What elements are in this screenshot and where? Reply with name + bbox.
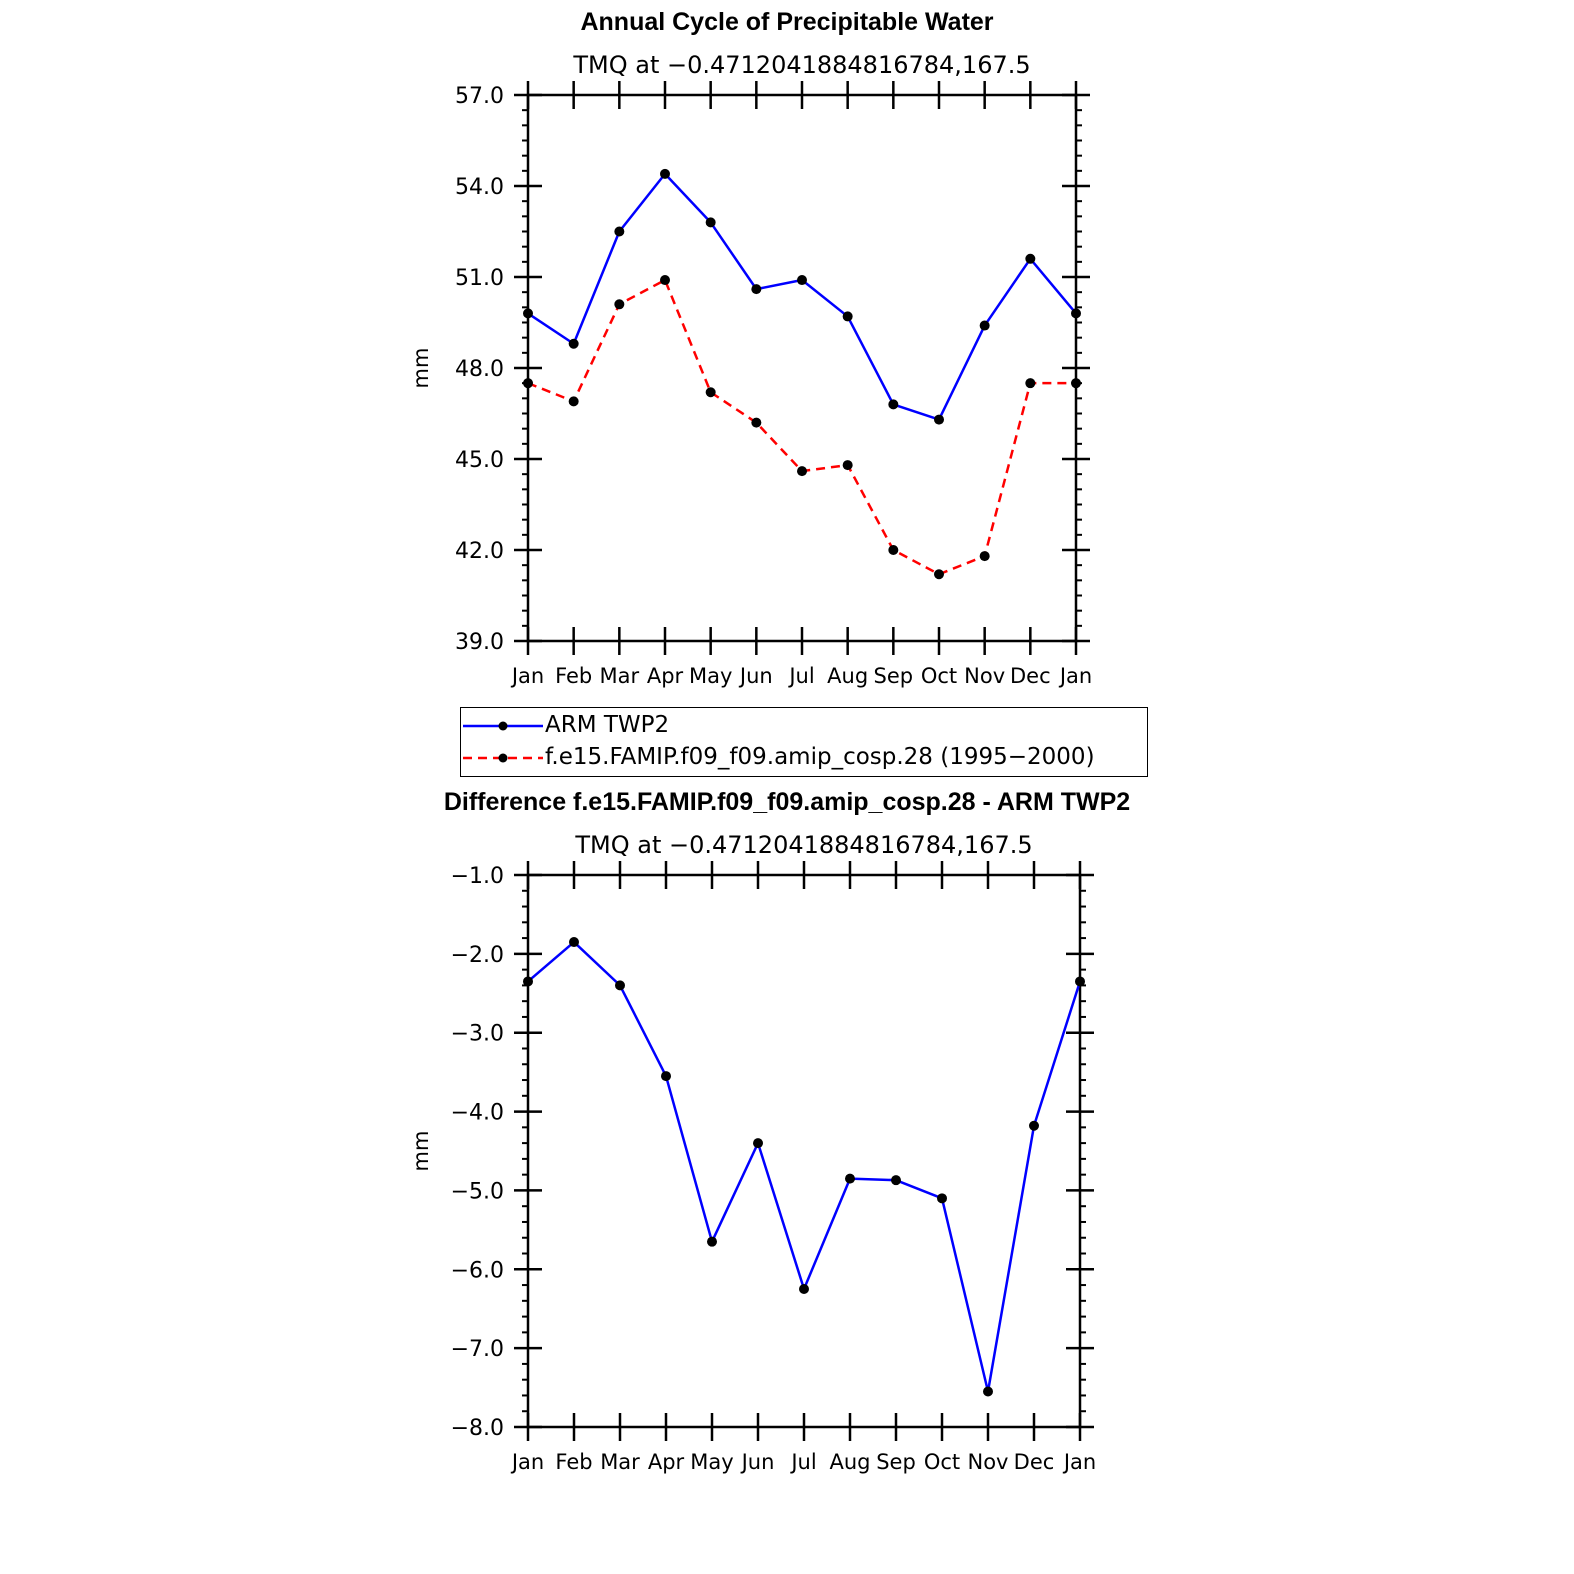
chart2-ytick-label: −7.0 [451, 1337, 504, 1362]
chart1-ytick-label: 51.0 [455, 266, 504, 291]
chart1-xtick-label: Oct [921, 664, 957, 688]
chart1-xtick-label: Apr [647, 664, 684, 688]
chart2-series-0-point [569, 937, 579, 948]
chart2-series-0-point [1029, 1120, 1039, 1131]
chart1-ytick-label: 57.0 [455, 84, 504, 109]
chart2-xtick-label: Oct [924, 1450, 960, 1474]
chart1-series-0-point [705, 217, 716, 228]
chart1-series-0-point [797, 275, 807, 286]
legend-label-model: f.e15.FAMIP.f09_f09.amip_cosp.28 (1995−2… [545, 744, 1095, 770]
chart1-xtick-label: Mar [600, 664, 640, 688]
chart2-series-0-point [707, 1236, 717, 1247]
chart2-ytick-label: −4.0 [451, 1101, 504, 1126]
chart1-series-1-point [979, 551, 990, 562]
chart1-xtick-label: Dec [1010, 664, 1051, 688]
legend-item-model: f.e15.FAMIP.f09_f09.amip_cosp.28 (1995−2… [461, 742, 1147, 772]
chart1-series-1-point [568, 396, 579, 407]
chart1-xtick-label: Sep [874, 664, 914, 688]
chart2-ytick-label: −2.0 [451, 943, 504, 968]
chart2-ytick-label: −8.0 [451, 1416, 504, 1441]
chart1-series-1-point [705, 387, 716, 398]
chart1-subtitle: TMQ at −0.4712041884816784,167.5 [572, 51, 1030, 79]
chart2-xtick-label: Mar [600, 1450, 640, 1474]
chart2-xtick-label: Aug [829, 1450, 870, 1474]
chart2-ytick-label: −5.0 [451, 1179, 504, 1204]
chart1-legend: ARM TWP2 f.e15.FAMIP.f09_f09.amip_cosp.2… [460, 707, 1148, 777]
chart1-xtick-label: Aug [827, 664, 868, 688]
legend-line-dashed-icon [463, 753, 543, 763]
chart1-xtick-label: Feb [555, 664, 592, 688]
chart2-xtick-label: Nov [968, 1450, 1009, 1474]
chart1-series-0-point [1025, 253, 1036, 264]
chart1-series-0-point [1071, 308, 1081, 319]
chart1-xtick-label: Jan [1058, 664, 1092, 688]
chart1-ylabel: mm [409, 348, 433, 389]
chart2-series-0-point [661, 1071, 671, 1082]
chart1-series-1-point [842, 460, 853, 471]
chart1-ytick-label: 42.0 [455, 539, 504, 564]
chart1-series-1-line [527, 278, 1076, 576]
chart1-series-1-point [797, 466, 807, 477]
chart1-series-0-point [751, 284, 762, 295]
chart1-series-1-point [614, 299, 625, 310]
chart1-ytick-label: 39.0 [455, 630, 504, 655]
chart1-series-0-point [614, 226, 625, 237]
chart1-xtick-label: Jun [738, 664, 773, 688]
chart1-series-0-line [527, 172, 1077, 421]
chart1-series-1-point [1025, 378, 1036, 389]
chart1-series-0-point [568, 338, 579, 349]
chart2-series-0-point [523, 976, 533, 987]
chart2-xtick-label: May [690, 1450, 733, 1474]
chart1-series-0-point [934, 414, 944, 425]
chart2-series-0-point [753, 1138, 763, 1149]
chart1-xtick-label: May [689, 664, 732, 688]
chart1-series-0-point [523, 308, 533, 319]
chart1-xtick-label: Nov [964, 664, 1005, 688]
chart1-ytick-label: 54.0 [455, 175, 504, 200]
chart2-xtick-label: Jan [1062, 1450, 1096, 1474]
chart2-series-0-point [799, 1284, 809, 1294]
chart1-series-1-point [934, 569, 944, 580]
chart1-series-0-point [979, 320, 990, 331]
chart2-xtick-label: Feb [555, 1450, 592, 1474]
chart2-series-0-point [845, 1173, 855, 1184]
chart2-title: Difference f.e15.FAMIP.f09_f09.amip_cosp… [443, 788, 1131, 816]
chart1-title: Annual Cycle of Precipitable Water [580, 8, 994, 36]
chart2-ytick-label: −1.0 [451, 864, 504, 889]
chart1-series-1-point [888, 545, 899, 555]
chart1-series-0-point [842, 311, 853, 322]
chart2-series-0-line [527, 940, 1082, 1393]
chart1-plot-frame [526, 93, 1078, 643]
legend-item-arm: ARM TWP2 [461, 710, 1147, 740]
chart1-xtick-label: Jan [510, 664, 544, 688]
chart1-ytick-label: 45.0 [455, 448, 504, 473]
chart1-series-1-point [1071, 378, 1081, 389]
chart2-xtick-label: Dec [1014, 1450, 1055, 1474]
chart2-series-0-point [1075, 976, 1085, 987]
chart1-series-1-point [751, 417, 762, 428]
chart2-ytick-label: −3.0 [451, 1022, 504, 1047]
chart2-ylabel: mm [409, 1131, 433, 1172]
chart2-series-0-point [937, 1193, 947, 1204]
chart2-series-0-point [615, 980, 625, 991]
chart1-xtick-label: Jul [787, 664, 814, 688]
chart1-series-0-point [660, 168, 670, 179]
chart1-series-1-point [660, 275, 670, 286]
chart2-series-0-point [983, 1386, 993, 1397]
chart2-subtitle: TMQ at −0.4712041884816784,167.5 [574, 831, 1032, 859]
chart1-series-0-point [888, 399, 899, 410]
legend-line-solid-icon [463, 721, 543, 731]
chart1-ytick-label: 48.0 [455, 357, 504, 382]
chart2-series-0-point [891, 1175, 901, 1186]
chart2-xtick-label: Jun [740, 1450, 775, 1474]
chart2-ytick-label: −6.0 [451, 1258, 504, 1283]
chart2-xtick-label: Sep [876, 1450, 916, 1474]
legend-label-arm: ARM TWP2 [545, 712, 670, 738]
chart2-xtick-label: Jan [510, 1450, 544, 1474]
chart1-series-1-point [523, 378, 533, 389]
chart2-xtick-label: Apr [648, 1450, 685, 1474]
chart2-xtick-label: Jul [789, 1450, 816, 1474]
